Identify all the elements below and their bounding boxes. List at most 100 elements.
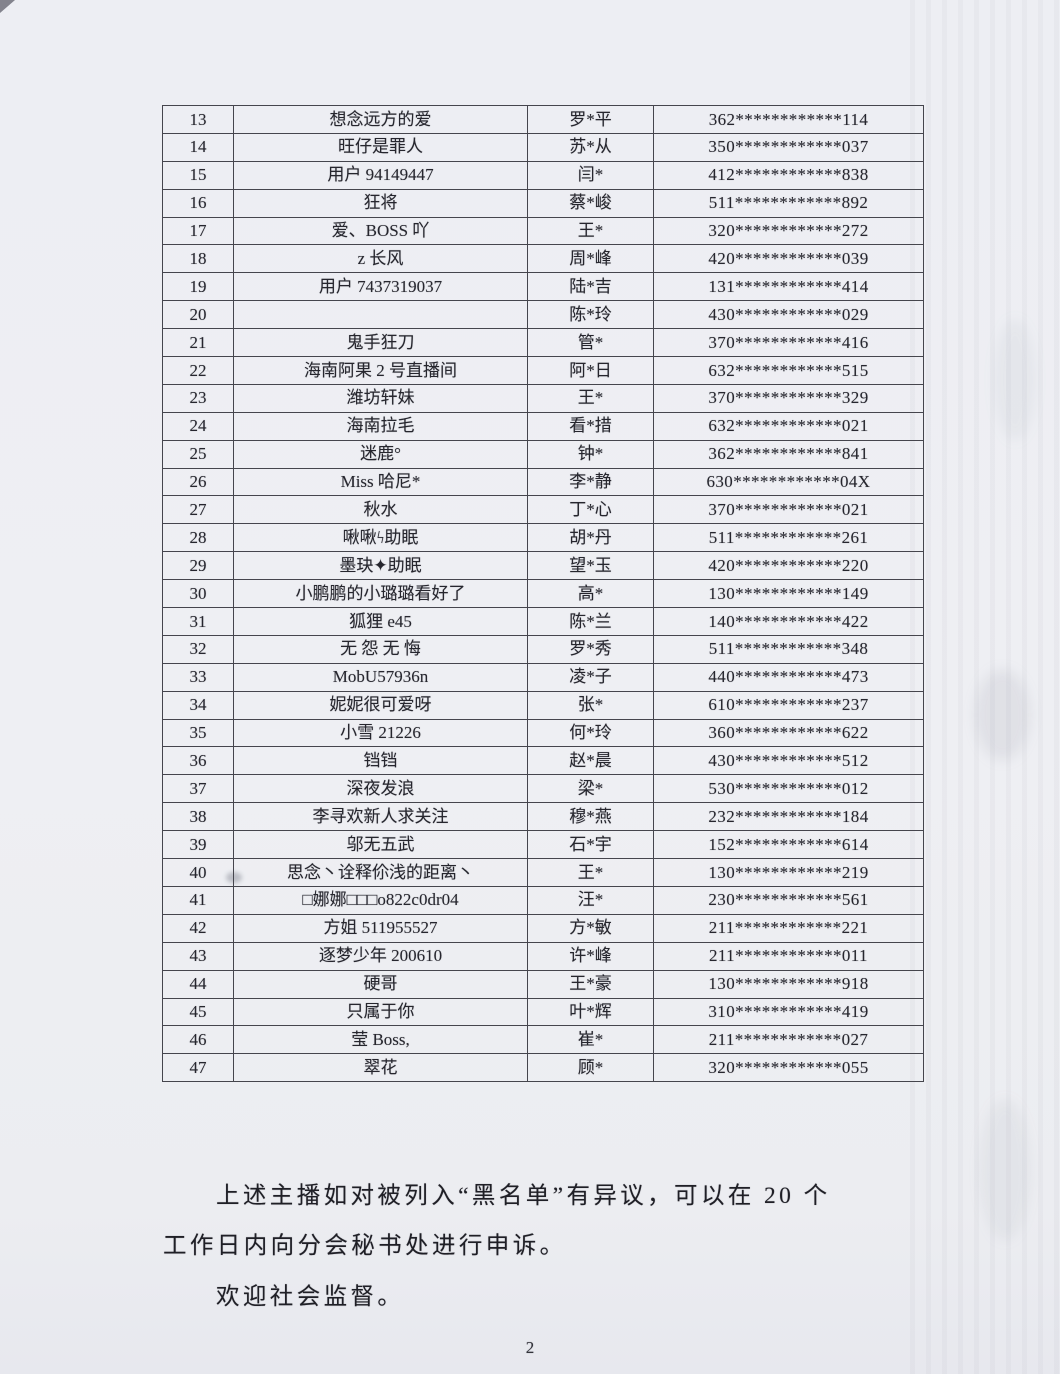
cell-id_number: 511************892 — [653, 188, 924, 218]
cell-name: 胡*丹 — [527, 523, 654, 553]
scanner-streaks-artifact — [910, 0, 1060, 1374]
cell-nickname: 用户 7437319037 — [233, 272, 528, 302]
cell-id_number: 230************561 — [653, 885, 924, 915]
table-row: 20 陈*玲 430************029 — [162, 300, 924, 330]
cell-nickname: MobU57936n — [233, 662, 528, 692]
cell-id_number: 211************027 — [653, 1025, 924, 1055]
cell-name: 崔* — [527, 1025, 654, 1055]
cell-name: 管* — [527, 328, 654, 358]
table-row: 18 z 长风 周*峰 420************039 — [162, 244, 924, 274]
cell-no: 40 — [162, 858, 234, 887]
cell-id_number: 412************838 — [653, 160, 924, 190]
cell-no: 39 — [162, 830, 234, 860]
cell-id_number: 140************422 — [653, 607, 924, 636]
cell-nickname: 莹 Boss, — [233, 1025, 528, 1055]
cell-name: 钟* — [527, 439, 654, 469]
cell-nickname: 秋水 — [233, 495, 528, 525]
cell-no: 42 — [162, 913, 234, 943]
cell-name: 望*玉 — [527, 551, 654, 581]
cell-name: 张* — [527, 690, 654, 720]
cell-name: 罗*平 — [527, 105, 654, 134]
cell-id_number: 430************029 — [653, 300, 924, 330]
cell-nickname: 想念远方的爱 — [233, 105, 528, 134]
cell-nickname: 迷鹿° — [233, 439, 528, 469]
cell-name: 顾* — [527, 1053, 654, 1083]
cell-nickname: z 长风 — [233, 244, 528, 274]
cell-nickname: 无 怨 无 悔 — [233, 634, 528, 664]
table-row: 14 旺仔是罪人 苏*从 350************037 — [162, 132, 924, 162]
cell-name: 周*峰 — [527, 244, 654, 274]
cell-nickname: 旺仔是罪人 — [233, 132, 528, 162]
cell-id_number: 440************473 — [653, 662, 924, 692]
table-row: 45 只属于你 叶*辉 310************419 — [162, 997, 924, 1027]
table-row: 36 铛铛 赵*晨 430************512 — [162, 746, 924, 776]
cell-no: 22 — [162, 356, 234, 385]
cell-name: 陆*吉 — [527, 272, 654, 302]
cell-no: 27 — [162, 495, 234, 525]
cell-nickname: 海南拉毛 — [233, 411, 528, 441]
cell-name: 凌*子 — [527, 662, 654, 692]
cell-nickname: □娜娜□□□o822c0dr04 — [233, 885, 528, 915]
cell-nickname: 小雪 21226 — [233, 718, 528, 748]
table-row: 44 硬哥 王*豪 130************918 — [162, 969, 924, 999]
cell-id_number: 211************221 — [653, 913, 924, 943]
cell-id_number: 350************037 — [653, 132, 924, 162]
cell-id_number: 420************039 — [653, 244, 924, 274]
cell-no: 29 — [162, 551, 234, 581]
table-row: 37 深夜发浪 梁* 530************012 — [162, 774, 924, 804]
cell-id_number: 430************512 — [653, 746, 924, 776]
table-row: 33 MobU57936n 凌*子 440************473 — [162, 662, 924, 692]
cell-nickname: 李寻欢新人求关注 — [233, 802, 528, 832]
cell-name: 陈*玲 — [527, 300, 654, 330]
cell-no: 33 — [162, 662, 234, 692]
cell-id_number: 530************012 — [653, 774, 924, 804]
cell-nickname — [233, 300, 528, 330]
cell-name: 高* — [527, 579, 654, 609]
page-corner-mark-artifact — [0, 0, 15, 13]
appeal-notice-line-2: 工作日内向分会秘书处进行申诉。 — [163, 1233, 567, 1259]
table-row: 24 海南拉毛 看*措 632************021 — [162, 411, 924, 441]
table-row: 19 用户 7437319037 陆*吉 131************414 — [162, 272, 924, 302]
cell-name: 李*静 — [527, 467, 654, 497]
cell-id_number: 511************348 — [653, 634, 924, 664]
cell-no: 45 — [162, 997, 234, 1027]
table-row: 28 啾啾ϟ助眠 胡*丹 511************261 — [162, 523, 924, 553]
cell-name: 陈*兰 — [527, 607, 654, 636]
cell-id_number: 320************055 — [653, 1053, 924, 1083]
public-supervision-line: 欢迎社会监督。 — [216, 1284, 405, 1310]
cell-no: 36 — [162, 746, 234, 776]
cell-nickname: Miss 哈尼* — [233, 467, 528, 497]
cell-nickname: 铛铛 — [233, 746, 528, 776]
table-row: 15 用户 94149447 闫* 412************838 — [162, 160, 924, 190]
cell-id_number: 511************261 — [653, 523, 924, 553]
table-row: 46 莹 Boss, 崔* 211************027 — [162, 1025, 924, 1055]
cell-no: 44 — [162, 969, 234, 999]
table-row: 29 墨玦✦助眠 望*玉 420************220 — [162, 551, 924, 581]
table-row: 38 李寻欢新人求关注 穆*燕 232************184 — [162, 802, 924, 832]
cell-no: 15 — [162, 160, 234, 190]
table-row: 40 思念丶诠释伱浅的距离丶 王* 130************219 — [162, 858, 924, 887]
cell-id_number: 632************021 — [653, 411, 924, 441]
table-row: 22 海南阿果 2 号直播间 阿*日 632************515 — [162, 356, 924, 385]
cell-no: 20 — [162, 300, 234, 330]
cell-name: 王*豪 — [527, 969, 654, 999]
cell-name: 罗*秀 — [527, 634, 654, 664]
cell-id_number: 632************515 — [653, 356, 924, 385]
cell-id_number: 370************416 — [653, 328, 924, 358]
table-row: 30 小鹏鹏的小璐璐看好了 高* 130************149 — [162, 579, 924, 609]
cell-nickname: 狐狸 e45 — [233, 607, 528, 636]
cell-name: 穆*燕 — [527, 802, 654, 832]
cell-nickname: 用户 94149447 — [233, 160, 528, 190]
cell-nickname: 潍坊轩妹 — [233, 383, 528, 413]
table-row: 26 Miss 哈尼* 李*静 630************04X — [162, 467, 924, 497]
cell-nickname: 啾啾ϟ助眠 — [233, 523, 528, 553]
cell-id_number: 130************219 — [653, 858, 924, 887]
cell-no: 30 — [162, 579, 234, 609]
cell-id_number: 362************841 — [653, 439, 924, 469]
cell-no: 32 — [162, 634, 234, 664]
cell-name: 汪* — [527, 885, 654, 915]
cell-id_number: 152************614 — [653, 830, 924, 860]
cell-id_number: 360************622 — [653, 718, 924, 748]
cell-id_number: 130************149 — [653, 579, 924, 609]
